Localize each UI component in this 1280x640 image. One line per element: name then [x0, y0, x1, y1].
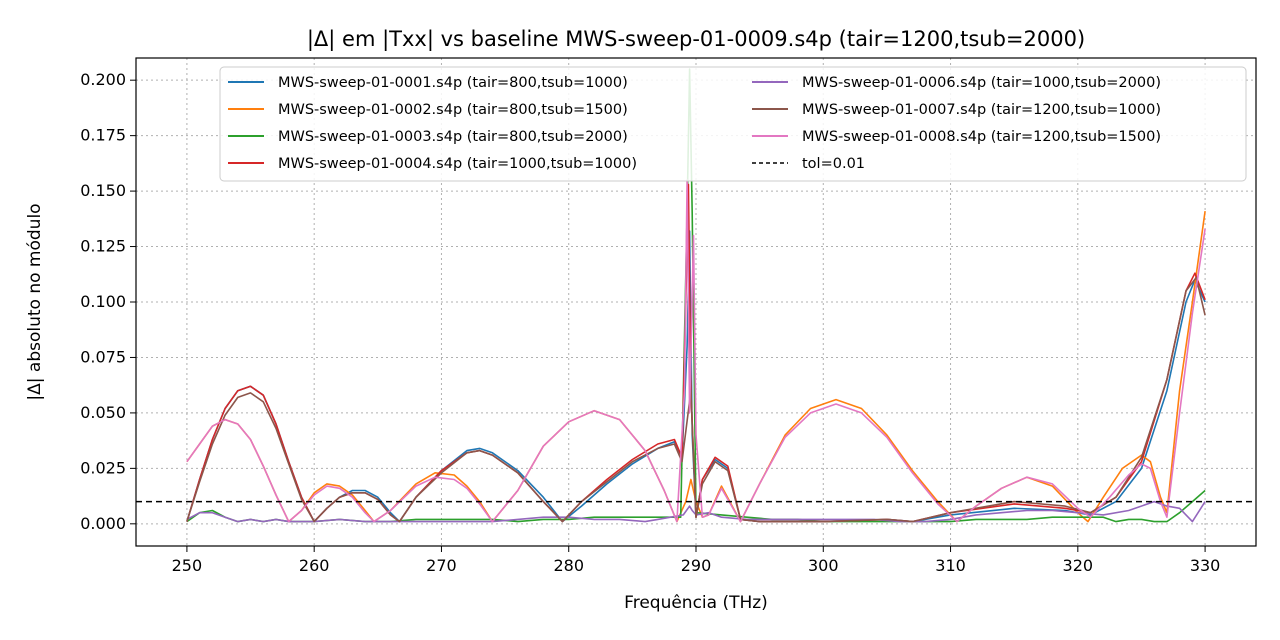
- x-tick-label: 320: [1063, 556, 1094, 575]
- legend-label: MWS-sweep-01-0008.s4p (tair=1200,tsub=15…: [802, 129, 1161, 145]
- x-tick-label: 280: [553, 556, 584, 575]
- legend-label: MWS-sweep-01-0004.s4p (tair=1000,tsub=10…: [278, 156, 637, 172]
- axes: 250 260 270 280 290 300 310 320 330 0.000 0.025 0.0…: [80, 70, 1220, 575]
- legend-label: MWS-sweep-01-0003.s4p (tair=800,tsub=200…: [278, 129, 628, 145]
- y-tick-label: 0.100: [80, 292, 126, 311]
- chart-title: |Δ| em |Txx| vs baseline MWS-sweep-01-00…: [307, 27, 1085, 52]
- y-tick-label: 0.175: [80, 126, 126, 145]
- x-axis-label: Frequência (THz): [624, 593, 768, 613]
- y-tick-label: 0.000: [80, 514, 126, 533]
- series-line-7: [186, 179, 1206, 523]
- series-line-6: [186, 276, 1206, 523]
- y-tick-label: 0.075: [80, 347, 126, 366]
- x-tick-label: 300: [808, 556, 839, 575]
- x-tick-label: 250: [172, 556, 203, 575]
- x-tick-label: 330: [1190, 556, 1221, 575]
- legend-label: MWS-sweep-01-0002.s4p (tair=800,tsub=150…: [278, 102, 628, 118]
- legend-label: tol=0.01: [802, 156, 865, 172]
- x-tick-label: 260: [299, 556, 330, 575]
- y-tick-label: 0.125: [80, 237, 126, 256]
- legend-label: MWS-sweep-01-0007.s4p (tair=1200,tsub=10…: [802, 102, 1161, 118]
- x-tick-label: 270: [426, 556, 457, 575]
- y-tick-label: 0.025: [80, 458, 126, 477]
- legend-label: MWS-sweep-01-0001.s4p (tair=800,tsub=100…: [278, 75, 628, 91]
- series-line-5: [186, 500, 1206, 523]
- x-tick-label: 290: [681, 556, 712, 575]
- y-tick-label: 0.150: [80, 181, 126, 200]
- legend-box: [219, 66, 1247, 182]
- x-tick-label: 310: [935, 556, 966, 575]
- legend: MWS-sweep-01-0001.s4p (tair=800,tsub=100…: [219, 66, 1247, 182]
- legend-label: MWS-sweep-01-0006.s4p (tair=1000,tsub=20…: [802, 75, 1161, 91]
- y-tick-label: 0.200: [80, 70, 126, 89]
- y-axis-label: |Δ| absoluto no módulo: [25, 203, 45, 400]
- y-tick-label: 0.050: [80, 403, 126, 422]
